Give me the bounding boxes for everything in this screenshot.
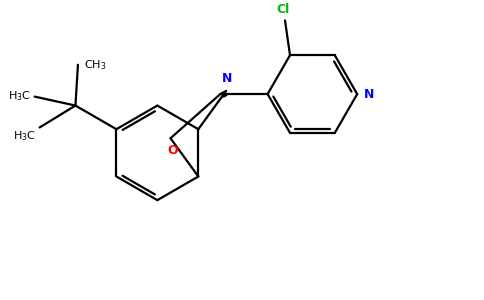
Text: CH$_3$: CH$_3$ bbox=[84, 58, 106, 72]
Text: N: N bbox=[222, 72, 232, 85]
Text: H$_3$C: H$_3$C bbox=[8, 90, 30, 104]
Text: O: O bbox=[167, 144, 178, 157]
Text: H$_3$C: H$_3$C bbox=[13, 130, 36, 143]
Text: N: N bbox=[363, 88, 374, 100]
Text: Cl: Cl bbox=[276, 3, 289, 16]
